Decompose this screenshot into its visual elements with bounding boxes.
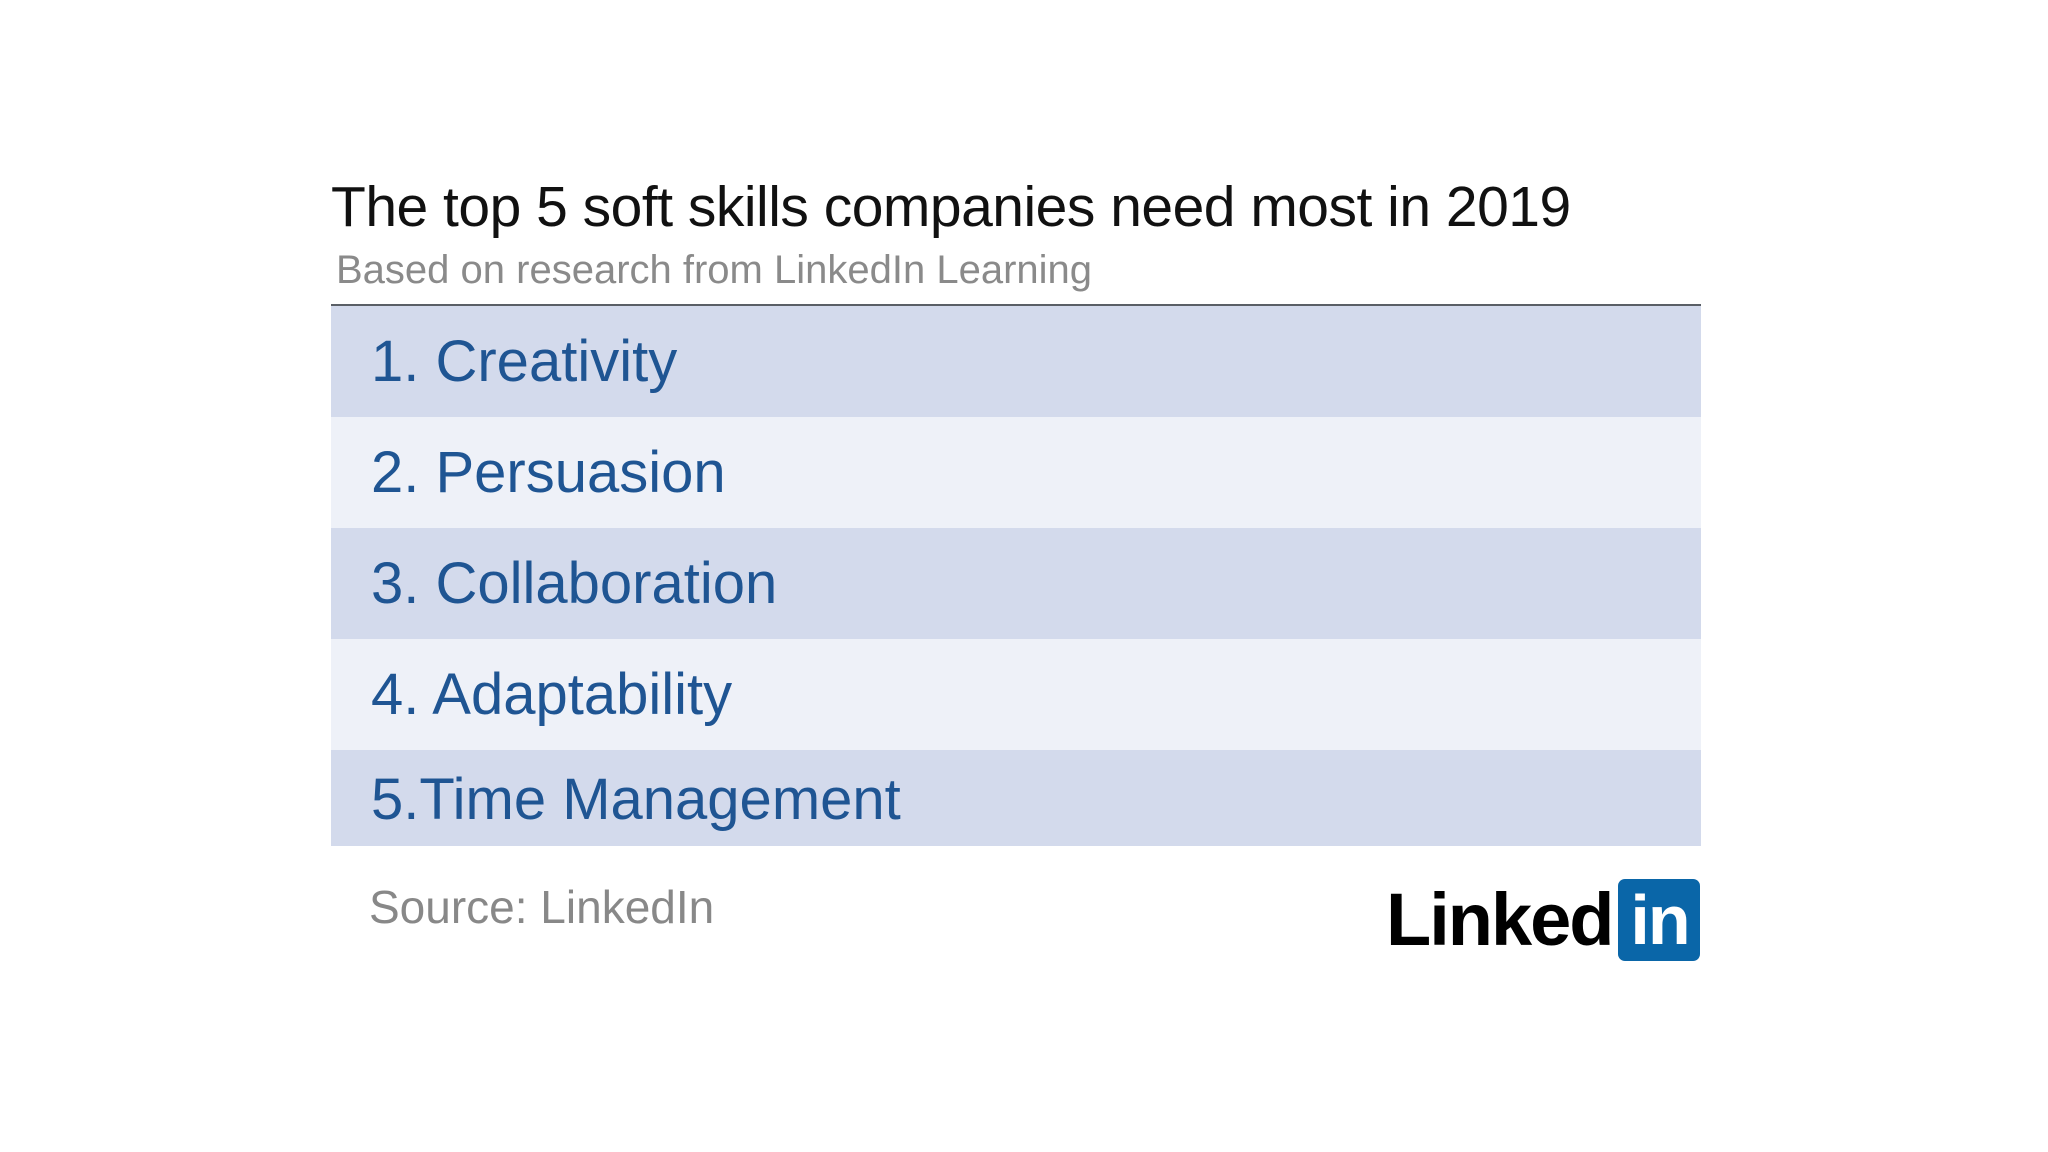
skill-row-5: 5.Time Management [331,750,1701,846]
skill-row-3: 3. Collaboration [331,528,1701,639]
skill-label: 5.Time Management [371,767,901,832]
infographic-card: The top 5 soft skills companies need mos… [331,172,1701,961]
linkedin-logo: Linked in [1386,878,1701,962]
skills-list: 1. Creativity 2. Persuasion 3. Collabora… [331,304,1701,846]
skill-label: 1. Creativity [371,329,678,394]
linkedin-in-icon: in [1618,879,1701,961]
page-title: The top 5 soft skills companies need mos… [331,175,1571,239]
logo-wordmark: Linked [1386,878,1614,961]
skill-label: 4. Adaptability [371,662,733,727]
skill-row-2: 2. Persuasion [331,417,1701,528]
skill-label: 3. Collaboration [371,551,778,616]
source-note: Source: LinkedIn [369,881,715,933]
skill-row-1: 1. Creativity [331,306,1701,417]
page-subtitle: Based on research from LinkedIn Learning [336,248,1093,292]
skill-label: 2. Persuasion [371,440,726,505]
skill-row-4: 4. Adaptability [331,639,1701,750]
